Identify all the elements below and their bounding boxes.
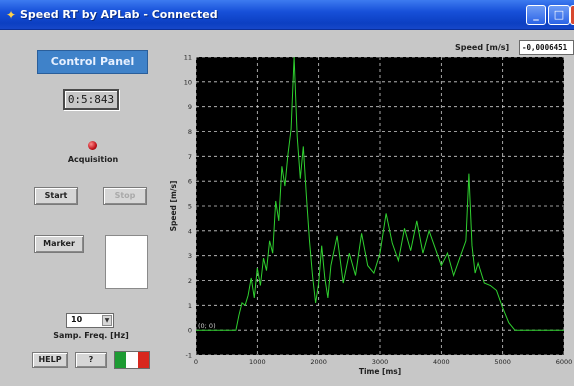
help-button[interactable]: HELP — [32, 352, 68, 368]
y-tick-label: 9 — [188, 103, 192, 111]
x-axis-label: Time [ms] — [359, 367, 401, 376]
y-tick-label: 2 — [188, 277, 192, 285]
app-icon: ✦ — [6, 8, 17, 22]
y-tick-label: 3 — [188, 252, 192, 260]
x-tick-label: 0 — [194, 358, 198, 366]
title-bar[interactable]: ✦ Speed RT by APLab - Connected _ □ — [0, 0, 574, 30]
control-panel-header: Control Panel — [37, 50, 148, 74]
sampling-frequency-label: Samp. Freq. [Hz] — [53, 331, 129, 340]
y-tick-label: 8 — [188, 128, 192, 136]
y-tick-label: 4 — [188, 227, 192, 235]
y-tick-label: 6 — [188, 178, 192, 186]
window-title: Speed RT by APLab - Connected — [20, 8, 218, 21]
language-flag-icon[interactable] — [114, 351, 150, 369]
acquisition-led-icon — [88, 141, 97, 150]
sampling-frequency-value: 10 — [71, 315, 83, 324]
y-tick-label: 5 — [188, 203, 192, 211]
x-tick-label: 5000 — [494, 358, 511, 366]
stop-button[interactable]: Stop — [103, 187, 147, 205]
elapsed-timer: 0:5:843 — [63, 89, 119, 110]
speed-readout-value: -0,0006451 — [519, 40, 574, 55]
speed-series-line — [196, 56, 564, 331]
cursor-label: (0; 0) — [198, 322, 216, 330]
chevron-down-icon[interactable]: ▼ — [102, 315, 112, 326]
y-tick-label: 0 — [188, 327, 192, 335]
x-tick-label: 1000 — [249, 358, 266, 366]
acquisition-label: Acquisition — [67, 155, 119, 164]
minimize-button[interactable]: _ — [526, 5, 546, 25]
y-tick-label: 10 — [184, 78, 192, 86]
marker-button[interactable]: Marker — [34, 235, 84, 253]
close-button[interactable] — [570, 5, 574, 25]
x-tick-label: 2000 — [310, 358, 327, 366]
y-tick-label: -1 — [186, 352, 192, 360]
x-tick-label: 6000 — [556, 358, 573, 366]
x-tick-label: 3000 — [372, 358, 389, 366]
x-tick-label: 4000 — [433, 358, 450, 366]
y-tick-label: 1 — [188, 302, 192, 310]
y-tick-label: 11 — [184, 54, 192, 62]
start-button[interactable]: Start — [34, 187, 78, 205]
y-axis-label: Speed [m/s] — [169, 181, 178, 232]
marker-list[interactable] — [105, 235, 148, 289]
y-tick-label: 7 — [188, 153, 192, 161]
maximize-button[interactable]: □ — [548, 5, 570, 25]
sampling-frequency-select[interactable]: 10 ▼ — [66, 313, 114, 328]
question-button[interactable]: ? — [75, 352, 107, 368]
speed-readout-label: Speed [m/s] — [455, 43, 510, 52]
